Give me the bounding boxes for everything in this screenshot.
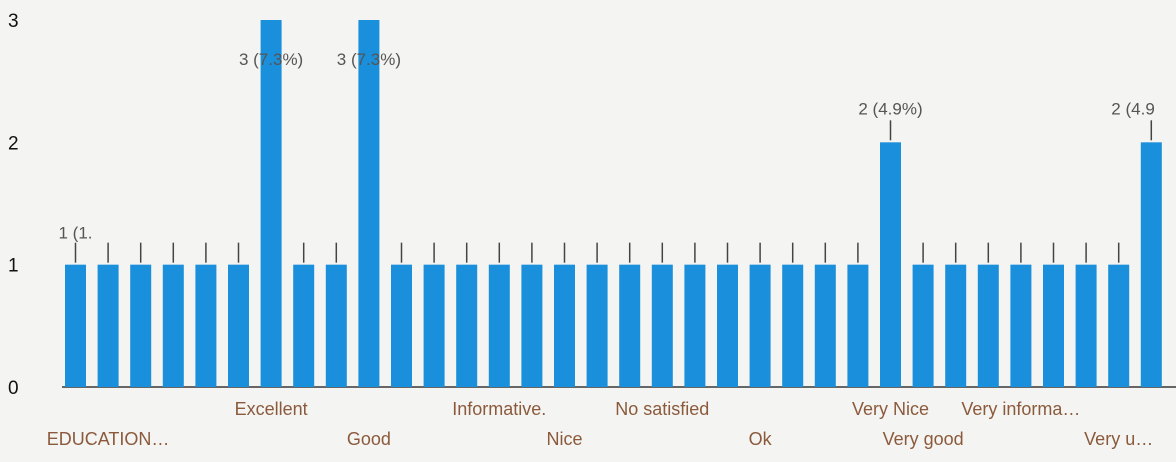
bar bbox=[488, 264, 510, 387]
x-tick-label: Very u… bbox=[1084, 429, 1153, 449]
value-labels-group: 1 (1. 3 (7.3%) 3 (7.3%) 2 (4.9%) 2 (4.9 bbox=[58, 50, 1154, 243]
x-tick-label: Very Nice bbox=[852, 399, 929, 419]
bar bbox=[130, 264, 152, 387]
bar bbox=[293, 264, 315, 387]
bars-group bbox=[65, 20, 1162, 387]
value-label: 3 (7.3%) bbox=[337, 50, 401, 69]
y-axis-ticks: 0 1 2 3 bbox=[8, 11, 19, 399]
value-label: 3 (7.3%) bbox=[239, 50, 303, 69]
bar bbox=[97, 264, 119, 387]
bar bbox=[912, 264, 934, 387]
bar bbox=[880, 142, 901, 387]
bar bbox=[619, 264, 641, 387]
x-tick-label: Very informa… bbox=[961, 399, 1080, 419]
bar bbox=[554, 264, 575, 387]
bar bbox=[651, 264, 673, 387]
leader-lines-group bbox=[74, 120, 1153, 263]
bar bbox=[456, 264, 478, 387]
x-tick-label: Good bbox=[347, 429, 391, 449]
bar bbox=[684, 264, 706, 387]
x-tick-label: Excellent bbox=[235, 399, 308, 419]
x-tick-label: Ok bbox=[749, 429, 773, 449]
y-tick-label: 0 bbox=[8, 378, 19, 399]
bar bbox=[391, 264, 412, 387]
x-tick-label: Nice bbox=[546, 429, 582, 449]
x-tick-label: Informative. bbox=[452, 399, 546, 419]
value-label: 1 (1. bbox=[58, 224, 92, 243]
y-tick-label: 1 bbox=[8, 256, 19, 277]
bar bbox=[1043, 264, 1064, 387]
y-tick-label: 3 bbox=[8, 11, 19, 32]
bar bbox=[260, 20, 282, 387]
bar bbox=[847, 264, 869, 387]
bar bbox=[195, 264, 217, 387]
bar bbox=[749, 264, 771, 387]
bar bbox=[1140, 142, 1162, 387]
bar bbox=[1108, 264, 1130, 387]
bar bbox=[717, 264, 738, 387]
bar bbox=[228, 264, 249, 387]
bar bbox=[977, 264, 999, 387]
x-tick-labels-group: EDUCATION… Excellent Good Informative.Nice N… bbox=[47, 399, 1153, 449]
bar bbox=[521, 264, 543, 387]
bar bbox=[358, 20, 380, 387]
y-tick-label: 2 bbox=[8, 133, 19, 154]
bar bbox=[1010, 264, 1032, 387]
bar bbox=[325, 264, 347, 387]
bar bbox=[814, 264, 836, 387]
bar bbox=[162, 264, 184, 387]
x-tick-label: EDUCATION… bbox=[47, 429, 170, 449]
x-tick-label: Very good bbox=[883, 429, 964, 449]
value-label: 2 (4.9 bbox=[1111, 99, 1154, 118]
bar bbox=[586, 264, 608, 387]
bar bbox=[1075, 264, 1097, 387]
value-label: 2 (4.9%) bbox=[858, 99, 922, 118]
bar bbox=[65, 264, 86, 387]
x-tick-label: No satisfied bbox=[615, 399, 709, 419]
bar bbox=[782, 264, 804, 387]
bar bbox=[423, 264, 445, 387]
bar bbox=[945, 264, 967, 387]
